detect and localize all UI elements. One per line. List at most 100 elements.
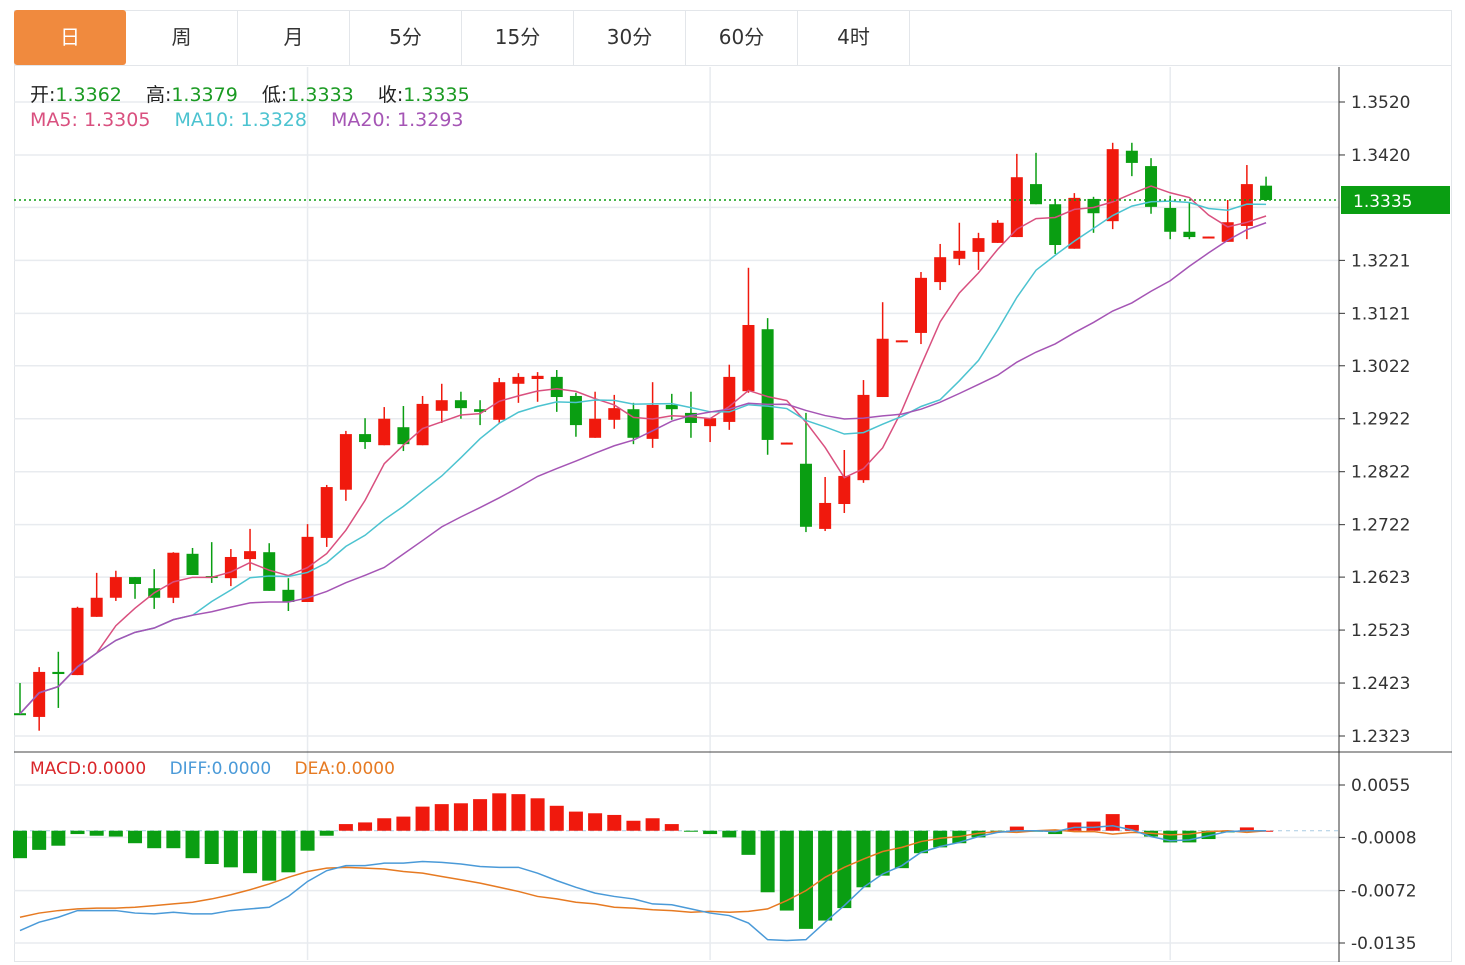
candle [148, 569, 161, 609]
macd-bar [89, 830, 104, 836]
candle [301, 524, 314, 602]
candle [474, 400, 487, 426]
macd-bar [262, 830, 277, 881]
candle-body [895, 340, 908, 343]
macd-bar [511, 794, 526, 831]
macd-bar [798, 830, 813, 929]
candle [186, 547, 199, 575]
macd-tick-label: 0.0055 [1351, 776, 1410, 796]
tab-0[interactable]: 日 [14, 10, 126, 65]
macd-bar [530, 798, 545, 831]
candle [129, 577, 142, 599]
candle [646, 382, 659, 448]
price-tick-label: 1.2722 [1351, 516, 1410, 536]
ma5-value: 1.3305 [83, 109, 151, 131]
macd-bar [358, 822, 373, 831]
tab-2[interactable]: 月 [238, 10, 350, 65]
candle-body [569, 395, 582, 426]
macd-bar [779, 830, 794, 911]
candle-body [761, 329, 774, 440]
tab-6[interactable]: 60分 [686, 10, 798, 65]
price-tick-label: 1.3420 [1351, 146, 1410, 166]
candle-body [129, 577, 142, 584]
candle [1221, 199, 1234, 242]
macd-bar [319, 830, 334, 836]
macd-tick-label: -0.0072 [1351, 882, 1417, 902]
candle [339, 430, 352, 501]
macd-bar [492, 793, 507, 831]
tab-4[interactable]: 15分 [462, 10, 574, 65]
candle [1030, 152, 1043, 205]
candle [359, 418, 372, 449]
tab-1[interactable]: 周 [126, 10, 238, 65]
candle-body [1106, 149, 1119, 222]
candle [991, 220, 1004, 243]
macd-bar [281, 830, 296, 873]
macd-tick-label: -0.0008 [1351, 828, 1417, 848]
candle-body [1087, 198, 1100, 214]
candle [416, 395, 429, 446]
macd-bar [1009, 826, 1024, 831]
dea-value: 0.0000 [335, 759, 395, 779]
macd-bar [223, 830, 238, 868]
macd-bar [147, 830, 162, 849]
price-tick-label: 1.2323 [1351, 727, 1410, 747]
macd-bar [377, 818, 392, 831]
ma20-label: MA20: [331, 109, 391, 131]
macd-bar [338, 824, 353, 831]
close-label: 收: [377, 84, 404, 106]
candle-body [857, 394, 870, 481]
macd-bar [741, 830, 756, 855]
price-tick-label: 1.2423 [1351, 674, 1410, 694]
price-tick-label: 1.3221 [1351, 251, 1410, 271]
candle [1010, 153, 1023, 238]
candle-body [723, 376, 736, 422]
macd-bar [415, 806, 430, 831]
macd-bar [1163, 830, 1178, 843]
candle-body [244, 551, 257, 560]
candle [953, 222, 966, 266]
candle [71, 606, 84, 676]
candle [799, 412, 812, 533]
candle [454, 391, 467, 419]
macd-bar [933, 830, 948, 848]
price-tick-label: 1.2523 [1351, 621, 1410, 641]
tab-3[interactable]: 5分 [350, 10, 462, 65]
candle [627, 402, 640, 445]
macd-bar [243, 830, 258, 874]
candle-body [550, 376, 563, 398]
tab-5[interactable]: 30分 [574, 10, 686, 65]
candle [704, 418, 717, 443]
candle-body [838, 475, 851, 505]
candle [320, 484, 333, 547]
candle-body [742, 324, 755, 392]
macd-bar [396, 816, 411, 831]
candle-body [397, 427, 410, 445]
macd-bar [13, 830, 27, 859]
macd-bar [588, 813, 603, 831]
macd-bar [300, 830, 315, 851]
candle [378, 407, 391, 446]
open-value: 1.3362 [55, 84, 122, 106]
macd-bar [434, 804, 449, 831]
open-label: 开: [30, 84, 56, 106]
macd-bar [549, 805, 564, 831]
candle-body [1049, 204, 1062, 246]
candle [263, 543, 276, 591]
tab-7[interactable]: 4时 [798, 10, 910, 65]
candle [780, 442, 793, 445]
candle-body [282, 589, 295, 602]
candle-body [1010, 177, 1023, 238]
candle-body [1260, 185, 1273, 200]
candle [895, 340, 908, 343]
candle [550, 370, 563, 412]
price-tick-label: 1.3022 [1351, 357, 1410, 377]
candle-body [799, 463, 812, 527]
candle [1125, 142, 1138, 177]
candle [531, 372, 544, 402]
candle [1164, 195, 1177, 240]
price-tick-label: 1.2623 [1351, 568, 1410, 588]
candle-body [512, 376, 525, 384]
candle-body [1240, 184, 1253, 226]
